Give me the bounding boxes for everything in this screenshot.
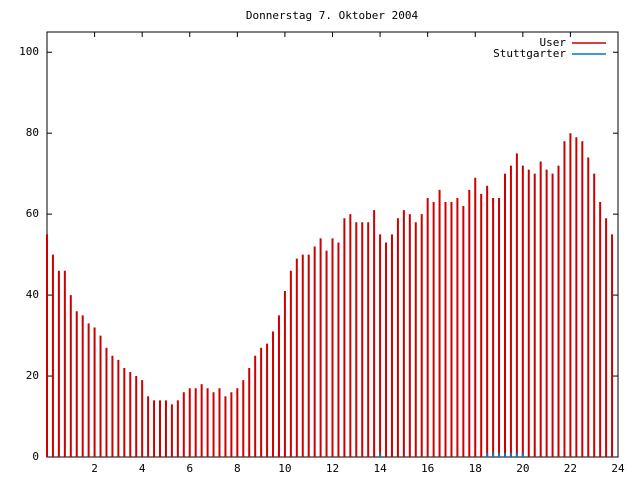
x-tick-label: 14 (373, 462, 387, 475)
x-tick-label: 18 (469, 462, 482, 475)
legend-label: User (540, 36, 567, 49)
x-tick-label: 8 (234, 462, 241, 475)
x-tick-label: 6 (186, 462, 193, 475)
x-tick-label: 2 (91, 462, 98, 475)
x-tick-label: 16 (421, 462, 434, 475)
y-tick-label: 40 (26, 288, 39, 301)
x-tick-label: 22 (564, 462, 577, 475)
x-tick-label: 4 (139, 462, 146, 475)
x-tick-label: 10 (278, 462, 291, 475)
x-tick-label: 24 (611, 462, 625, 475)
y-tick-label: 80 (26, 126, 39, 139)
y-tick-label: 100 (19, 45, 39, 58)
y-tick-label: 20 (26, 369, 39, 382)
chart-title: Donnerstag 7. Oktober 2004 (246, 9, 419, 22)
y-tick-label: 0 (32, 450, 39, 463)
x-tick-label: 12 (326, 462, 339, 475)
legend-label: Stuttgarter (493, 47, 566, 60)
x-tick-label: 20 (516, 462, 529, 475)
y-tick-label: 60 (26, 207, 39, 220)
